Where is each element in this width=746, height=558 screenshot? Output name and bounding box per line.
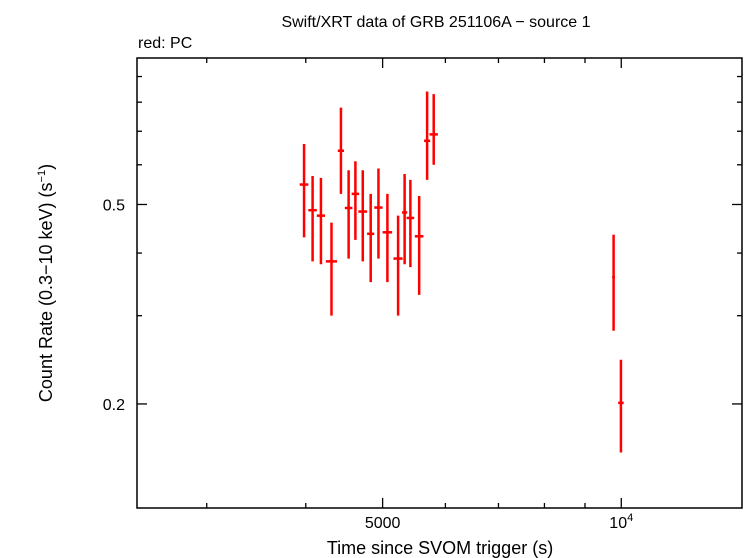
data-point xyxy=(316,177,326,265)
data-points xyxy=(299,91,624,453)
data-point xyxy=(308,175,317,262)
data-point xyxy=(406,179,415,268)
data-point xyxy=(402,174,408,265)
data-point xyxy=(393,215,403,316)
chart-title: Swift/XRT data of GRB 251106A − source 1 xyxy=(281,14,590,31)
x-axis-label: Time since SVOM trigger (s) xyxy=(327,538,553,558)
data-point xyxy=(612,234,616,331)
x-tick-label: 5000 xyxy=(365,515,401,532)
data-point xyxy=(429,94,438,165)
y-tick-label: 0.5 xyxy=(103,197,125,214)
y-axis-label-close: ) xyxy=(36,164,56,170)
x-tick-label: 104 xyxy=(609,512,633,532)
data-point xyxy=(618,359,624,453)
y-axis-label: Count Rate (0.3−10 keV) (s−1) xyxy=(36,164,56,402)
y-tick-label: 0.2 xyxy=(103,397,125,414)
plot-frame xyxy=(136,57,743,509)
data-point xyxy=(358,170,368,262)
y-axis-label-main: Count Rate (0.3−10 keV) (s xyxy=(36,182,56,402)
data-point xyxy=(344,170,353,259)
data-point xyxy=(424,91,431,180)
y-axis-label-exponent: −1 xyxy=(36,170,48,183)
axis-tick-labels: 5000 104 0.5 0.2 xyxy=(103,197,633,532)
data-point xyxy=(414,195,424,295)
data-point xyxy=(351,161,360,240)
data-point xyxy=(337,107,345,194)
data-point xyxy=(325,222,338,316)
data-point xyxy=(367,193,375,283)
data-point xyxy=(374,168,383,259)
data-point xyxy=(382,193,393,283)
data-point xyxy=(299,144,309,238)
axis-ticks xyxy=(137,58,742,508)
chart-subtitle: red: PC xyxy=(138,35,192,52)
